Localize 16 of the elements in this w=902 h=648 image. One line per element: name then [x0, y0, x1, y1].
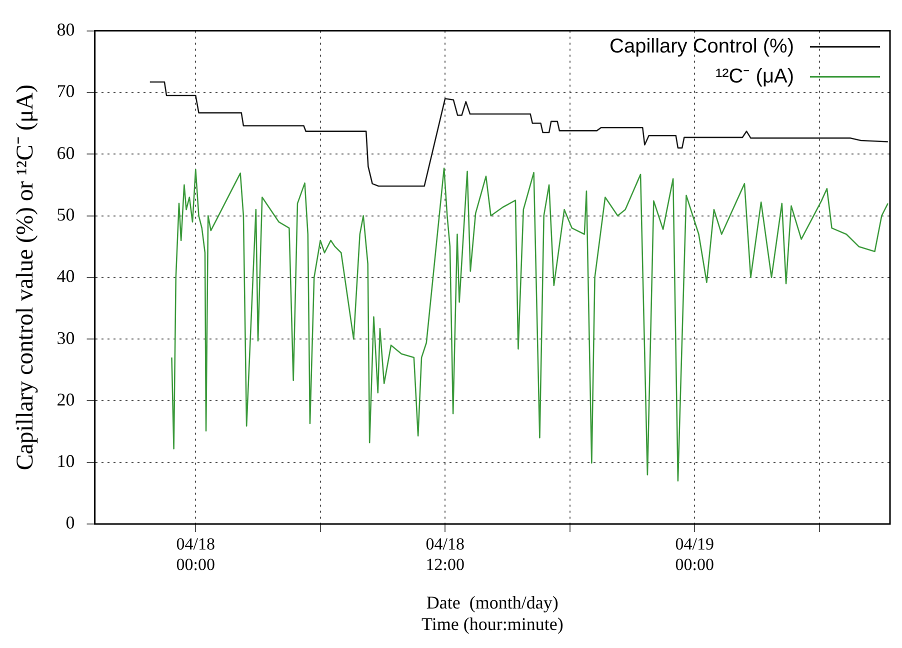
y-tick-label: 60	[56, 142, 75, 163]
legend-label: ¹²C⁻ (μA)	[715, 65, 794, 88]
x-tick-label: 04/18 12:00	[426, 534, 464, 574]
y-tick-label: 30	[56, 328, 75, 348]
y-tick-label: 20	[56, 389, 75, 410]
y-tick-label: 70	[56, 81, 75, 102]
y-tick-label: 0	[66, 512, 75, 533]
y-tick-label: 80	[56, 20, 75, 40]
x-tick-label: 04/19 00:00	[675, 534, 714, 574]
y-axis-title: Capillary control value (%) or ¹²C⁻ (μA)	[12, 84, 39, 470]
y-tick-label: 40	[56, 266, 75, 286]
x-axis-title: Date (month/day) Time (hour:minute)	[421, 592, 564, 634]
legend-label: Capillary Control (%)	[610, 35, 794, 58]
x-tick-label: 04/18 00:00	[176, 534, 215, 574]
y-tick-label: 10	[56, 451, 75, 472]
y-tick-label: 50	[56, 204, 75, 224]
